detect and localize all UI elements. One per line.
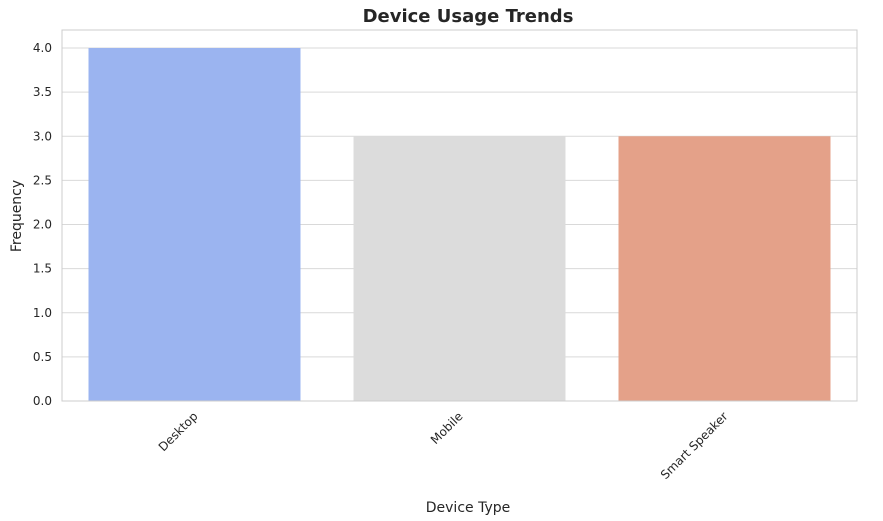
plot-frame bbox=[61, 29, 858, 402]
y-tick-label: 0.5 bbox=[33, 350, 52, 364]
y-tick-label: 1.5 bbox=[33, 262, 52, 276]
y-tick-label: 3.5 bbox=[33, 85, 52, 99]
y-tick-labels: 0.0 0.5 1.0 1.5 2.0 2.5 3.0 3.5 4.0 bbox=[33, 41, 52, 408]
x-tick-label: Desktop bbox=[156, 409, 201, 454]
bar-mobile bbox=[353, 136, 566, 401]
x-axis-label: Device Type bbox=[426, 500, 511, 516]
y-tick-label: 0.0 bbox=[33, 394, 52, 408]
y-tick-label: 1.0 bbox=[33, 306, 52, 320]
y-tick-label: 2.0 bbox=[33, 218, 52, 232]
bar-desktop bbox=[88, 48, 301, 401]
bars bbox=[88, 48, 831, 401]
chart-title: Device Usage Trends bbox=[363, 6, 574, 27]
x-tick-label: Mobile bbox=[428, 409, 466, 447]
y-tick-label: 3.0 bbox=[33, 129, 52, 143]
y-tick-label: 2.5 bbox=[33, 173, 52, 187]
y-tick-label: 4.0 bbox=[33, 41, 52, 55]
x-tick-labels: Desktop Mobile Smart Speaker bbox=[156, 409, 731, 482]
x-tick-label: Smart Speaker bbox=[658, 409, 731, 482]
bar-smart-speaker bbox=[618, 136, 831, 401]
y-axis-label: Frequency bbox=[9, 180, 25, 252]
